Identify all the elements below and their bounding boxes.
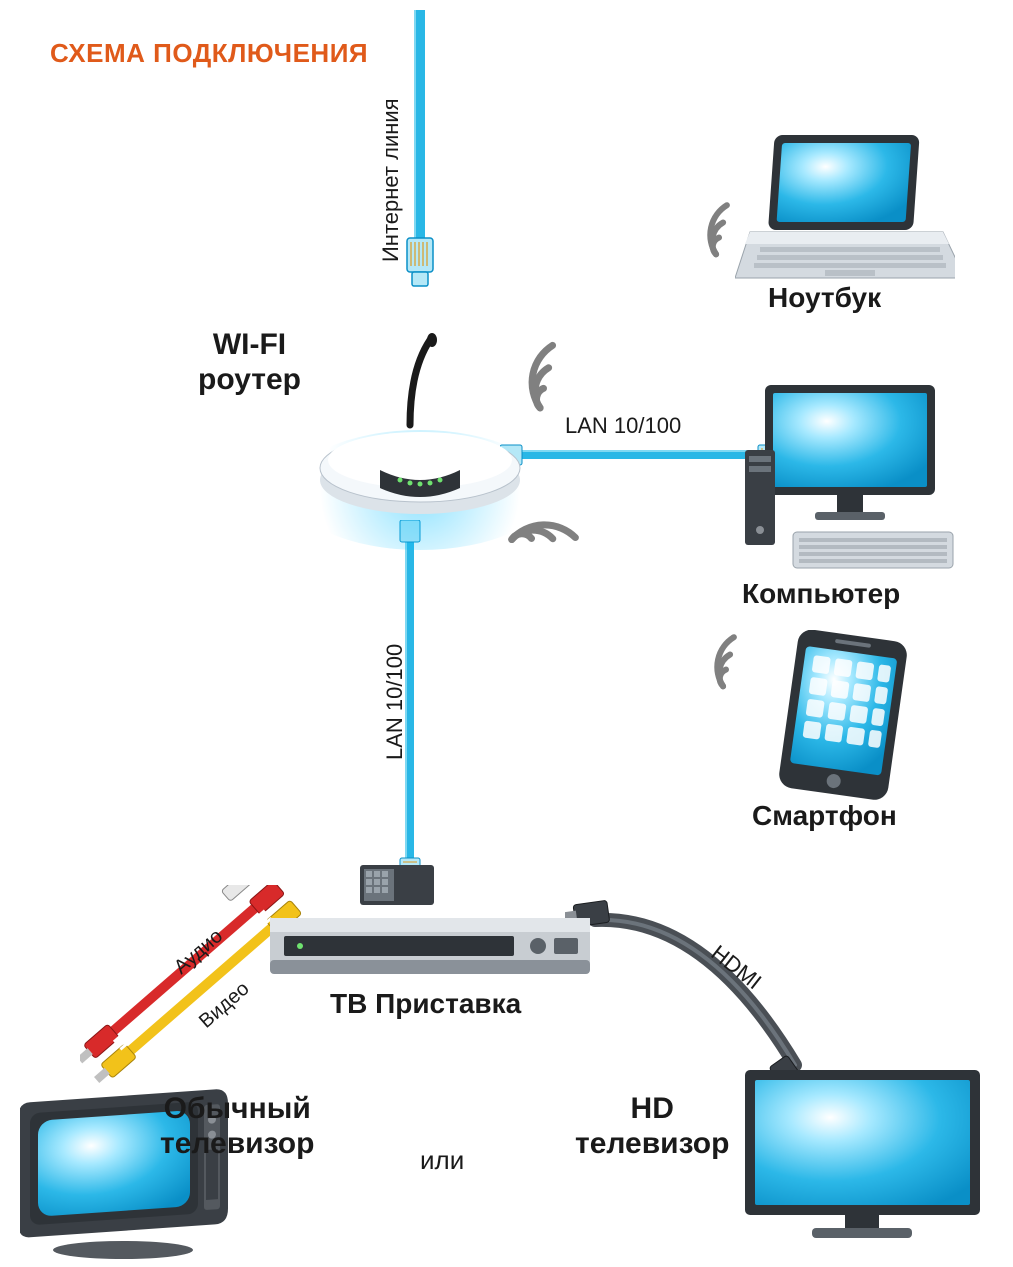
label-hd-tv: HD телевизор xyxy=(575,1092,729,1161)
router-icon xyxy=(310,330,530,530)
label-or: или xyxy=(420,1146,464,1176)
desktop-icon xyxy=(745,380,965,580)
label-internet-line: Интернет линия xyxy=(378,98,404,262)
label-lan-horizontal: LAN 10/100 xyxy=(565,413,681,438)
label-router: WI-FI роутер xyxy=(198,328,301,397)
wifi-icon xyxy=(682,619,771,708)
label-settop: ТВ Приставка xyxy=(330,988,521,1020)
remote-icon xyxy=(360,865,440,913)
smartphone-icon xyxy=(770,630,920,805)
label-lan-vertical: LAN 10/100 xyxy=(382,644,408,760)
label-laptop: Ноутбук xyxy=(768,282,881,314)
laptop-icon xyxy=(735,130,955,290)
settop-box-icon xyxy=(270,908,590,983)
diagram-title: СХЕМА ПОДКЛЮЧЕНИЯ xyxy=(50,38,368,69)
label-smartphone: Смартфон xyxy=(752,800,897,832)
label-desktop: Компьютер xyxy=(742,578,900,610)
hd-tv-icon xyxy=(740,1065,990,1250)
cable-router-desktop xyxy=(500,440,780,470)
label-crt-tv: Обычный телевизор xyxy=(160,1092,314,1161)
